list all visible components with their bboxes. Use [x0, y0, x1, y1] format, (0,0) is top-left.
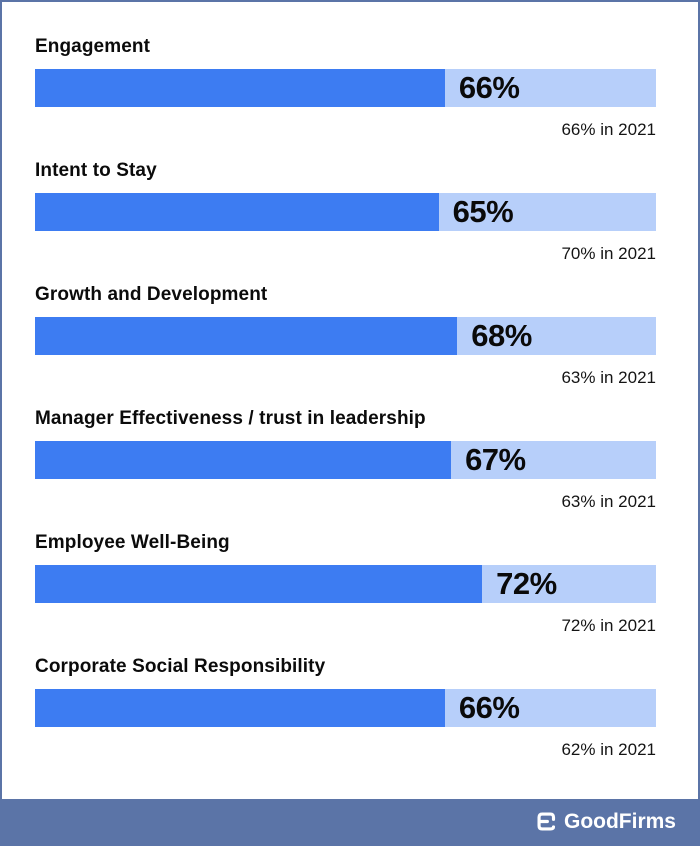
bar-fill	[35, 441, 452, 479]
previous-year-annotation: 66% in 2021	[561, 120, 656, 139]
previous-year-annotation: 70% in 2021	[561, 244, 656, 263]
metric-row: Engagement 66% 66% in 2021	[35, 33, 656, 141]
bar-value-label: 66%	[458, 70, 520, 105]
bar-fill	[35, 317, 458, 355]
previous-year-annotation: 72% in 2021	[561, 616, 656, 635]
bar-track: 68%	[35, 317, 656, 355]
brand-logo: GoodFirms	[536, 811, 676, 832]
metric-title: Intent to Stay	[35, 160, 157, 181]
previous-year-annotation: 63% in 2021	[561, 492, 656, 511]
metric-title: Corporate Social Responsibility	[35, 656, 326, 677]
bar-track: 65%	[35, 193, 656, 231]
brand-name: GoodFirms	[563, 810, 676, 833]
previous-year-annotation: 63% in 2021	[561, 368, 656, 387]
metric-title: Growth and Development	[35, 284, 268, 305]
metric-row: Growth and Development 68% 63% in 2021	[35, 281, 656, 389]
bar-track: 67%	[35, 441, 656, 479]
metric-title: Engagement	[35, 36, 151, 57]
bar-value-label: 67%	[465, 442, 526, 477]
bar-chart: Engagement 66% 66% in 2021 Intent to Sta…	[2, 2, 698, 761]
bar-value-label: 68%	[471, 318, 532, 353]
goodfirms-icon	[537, 812, 556, 831]
metric-title: Manager Effectiveness / trust in leaders…	[35, 408, 426, 429]
bar-fill	[35, 565, 483, 603]
previous-year-annotation: 62% in 2021	[561, 740, 656, 759]
metric-row: Intent to Stay 65% 70% in 2021	[35, 157, 656, 265]
bar-value-label: 65%	[452, 194, 514, 229]
metric-row: Manager Effectiveness / trust in leaders…	[35, 405, 656, 513]
metric-row: Employee Well-Being 72% 72% in 2021	[35, 529, 656, 637]
bar-value-label: 66%	[458, 690, 520, 725]
metric-title: Employee Well-Being	[35, 532, 230, 553]
metric-row: Corporate Social Responsibility 66% 62% …	[35, 653, 656, 761]
footer-bar: GoodFirms	[2, 799, 698, 844]
bar-value-label: 72%	[496, 566, 557, 601]
bar-track: 66%	[35, 689, 656, 727]
bar-track: 66%	[35, 69, 656, 107]
bar-fill	[35, 689, 445, 727]
bar-fill	[35, 193, 439, 231]
bar-fill	[35, 69, 445, 107]
bar-track: 72%	[35, 565, 656, 603]
